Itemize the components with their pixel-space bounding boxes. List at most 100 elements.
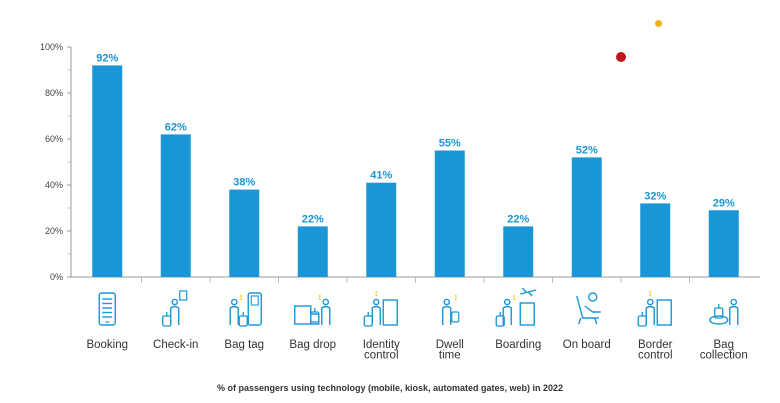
person-head xyxy=(171,298,179,306)
bar xyxy=(503,226,534,277)
category-label: time xyxy=(439,350,461,362)
drop-counter xyxy=(294,305,312,325)
accent-dot xyxy=(513,298,516,300)
person-body xyxy=(170,305,180,325)
y-tick-label: 0% xyxy=(50,272,63,282)
check-in-icon xyxy=(162,290,188,327)
y-tick-label: 80% xyxy=(45,88,63,98)
person-head xyxy=(730,298,738,306)
decorative-orange-dot xyxy=(655,20,662,27)
category-label: Bag xyxy=(714,339,734,351)
accent-dot xyxy=(649,294,652,296)
person-body xyxy=(502,305,512,325)
y-tick-label: 60% xyxy=(45,134,63,144)
person-body xyxy=(729,305,739,325)
person-head xyxy=(322,298,330,306)
category-label: control xyxy=(638,350,673,362)
bar xyxy=(229,189,260,277)
person-head xyxy=(646,298,654,306)
icons-group xyxy=(98,287,739,327)
person-body xyxy=(229,305,239,325)
shopping-bag xyxy=(451,311,460,323)
bar-value-label: 55% xyxy=(439,138,461,150)
bag-collection-icon xyxy=(709,298,739,325)
bar-value-label: 32% xyxy=(644,190,666,202)
accent-dot xyxy=(649,291,652,293)
accent-dot xyxy=(318,298,321,300)
person-body xyxy=(645,305,655,325)
suitcase-body xyxy=(363,315,373,327)
person-head xyxy=(503,298,511,306)
category-label: Bag drop xyxy=(289,339,336,351)
kiosk-screen xyxy=(250,295,259,306)
accent-dot xyxy=(318,295,321,297)
bag-tag-kiosk-icon xyxy=(229,292,262,327)
border-gate xyxy=(656,299,672,326)
bar xyxy=(434,150,465,277)
phone-small xyxy=(179,290,188,301)
bar-value-label: 92% xyxy=(96,52,118,64)
bar xyxy=(708,210,739,277)
accent-dot xyxy=(513,295,516,297)
bar-value-label: 22% xyxy=(507,213,529,225)
labels-group: 92% Booking 62% Check-in 38% Bag tag 22% Bag dr… xyxy=(86,52,747,361)
category-label: Dwell xyxy=(436,339,464,351)
boarding-icon xyxy=(495,287,537,327)
gate-frame xyxy=(382,299,398,326)
category-label: collection xyxy=(700,350,748,362)
category-label: Identity xyxy=(363,339,400,351)
identity-control-icon xyxy=(363,291,398,327)
border-control-icon xyxy=(637,291,672,327)
bar xyxy=(92,65,123,278)
y-tick-label: 100% xyxy=(40,42,63,52)
bag-drop-icon xyxy=(294,295,331,325)
person-body xyxy=(442,305,452,325)
person-head xyxy=(443,298,451,306)
bar-value-label: 62% xyxy=(165,121,187,133)
accent-dot xyxy=(454,295,457,297)
dwell-time-icon xyxy=(442,295,460,325)
bar xyxy=(640,203,671,277)
bar-value-label: 41% xyxy=(370,170,392,182)
y-tick-label: 40% xyxy=(45,180,63,190)
category-label: Check-in xyxy=(153,339,198,351)
phone-booking-icon xyxy=(98,292,116,326)
on-board-seat-icon xyxy=(576,292,601,325)
person-body xyxy=(321,305,331,325)
category-label: On board xyxy=(563,339,611,351)
bar xyxy=(366,182,397,277)
category-label: Booking xyxy=(86,339,128,351)
y-tick-label: 20% xyxy=(45,226,63,236)
chart-caption: % of passengers using technology (mobile… xyxy=(216,383,564,393)
suitcase-body xyxy=(162,315,172,327)
accent-dot xyxy=(375,294,378,296)
category-label: Bag tag xyxy=(224,339,264,351)
person-body xyxy=(371,305,381,325)
suitcase-body xyxy=(238,315,248,327)
accent-dot xyxy=(454,298,457,300)
accent-dot xyxy=(240,295,243,297)
bar xyxy=(297,226,328,277)
category-label: Border xyxy=(638,339,673,351)
bar-value-label: 22% xyxy=(302,213,324,225)
bars-group xyxy=(92,65,739,278)
carousel xyxy=(709,315,729,325)
phone-frame xyxy=(98,292,116,326)
accent-dot xyxy=(240,298,243,300)
suitcase-body xyxy=(637,315,647,327)
person-head xyxy=(230,298,238,306)
bar xyxy=(571,157,602,277)
category-label: Boarding xyxy=(495,339,541,351)
person-head xyxy=(372,298,380,306)
bar-value-label: 38% xyxy=(233,177,255,189)
bar-chart: 0% 20% 40% 60% 80% 100% 92% Booking 62% Check-in… xyxy=(40,42,760,362)
bar-value-label: 52% xyxy=(576,144,598,156)
passenger-head xyxy=(588,292,598,302)
seat xyxy=(576,295,601,325)
decorative-red-dot xyxy=(616,52,626,62)
airplane xyxy=(520,287,537,297)
kiosk-frame xyxy=(247,292,262,326)
bar xyxy=(160,134,191,277)
category-label: control xyxy=(364,350,399,362)
bar-value-label: 29% xyxy=(713,197,735,209)
